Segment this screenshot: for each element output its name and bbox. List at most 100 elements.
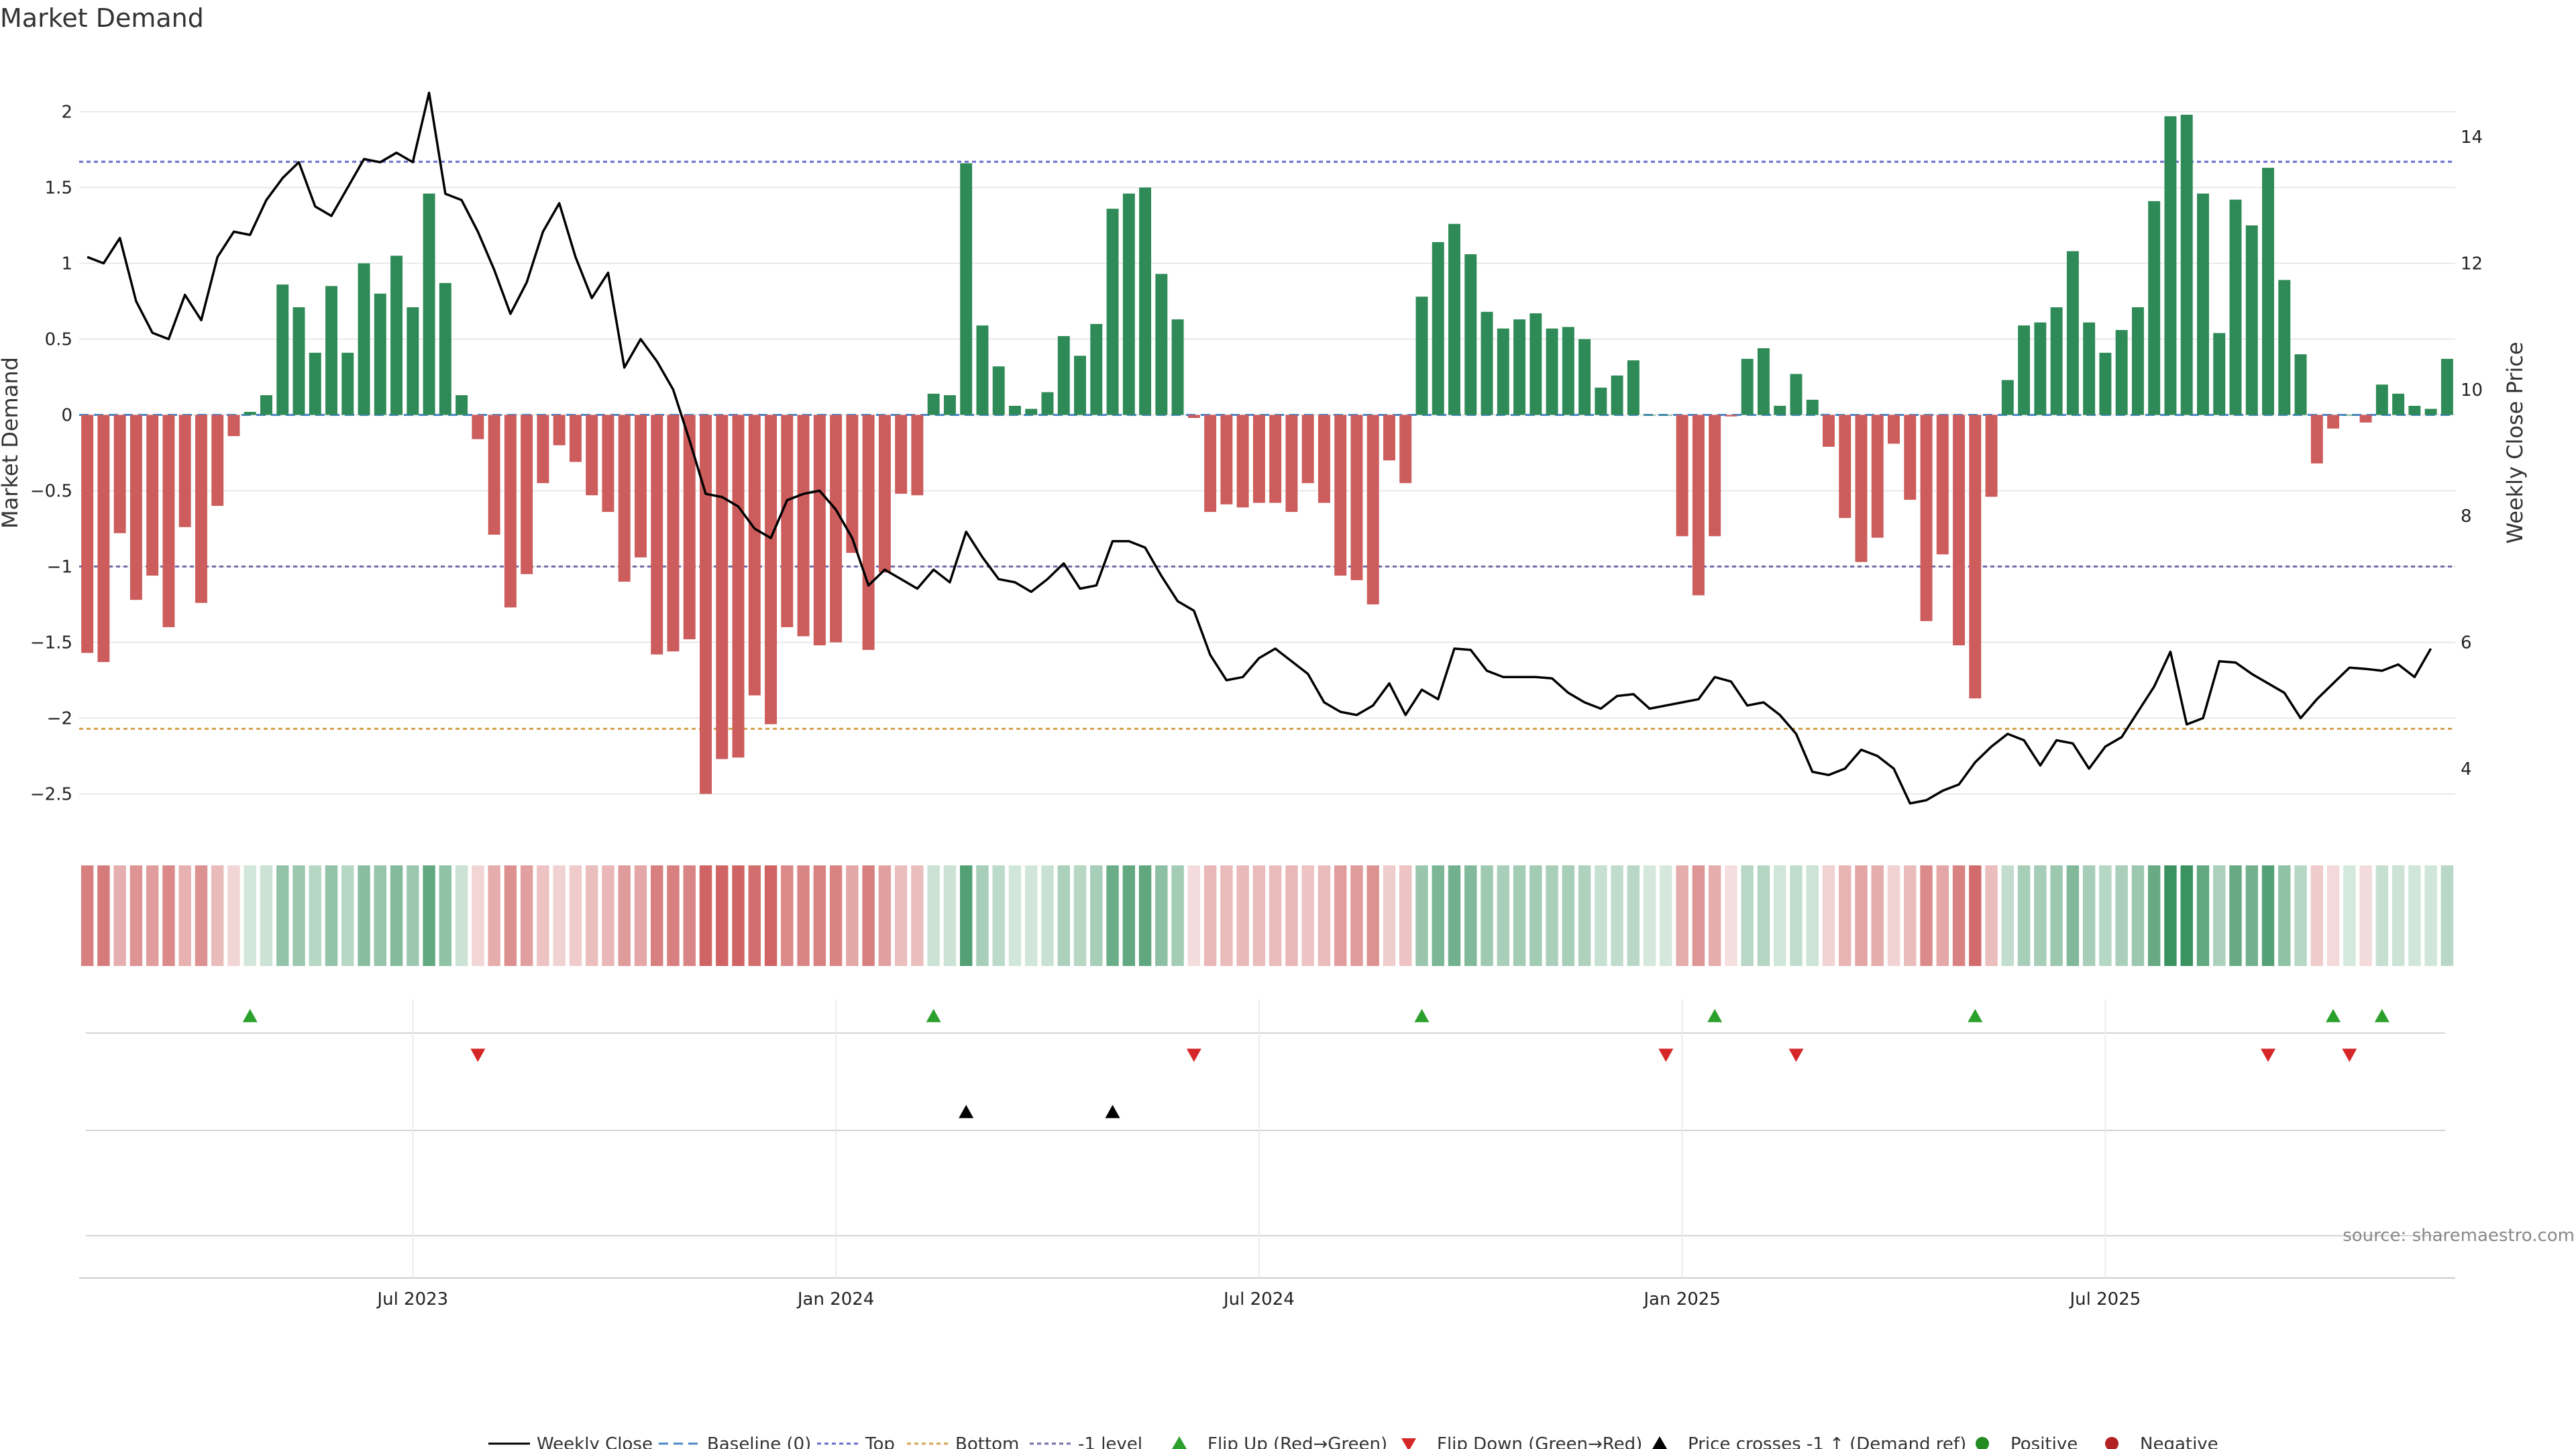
demand-bar bbox=[1106, 209, 1119, 415]
heat-cell bbox=[1985, 865, 1998, 966]
heat-cell bbox=[1366, 865, 1379, 966]
demand-bar bbox=[553, 415, 566, 445]
demand-bar bbox=[1139, 187, 1152, 415]
demand-bar bbox=[2050, 307, 2063, 415]
heat-cell bbox=[520, 865, 533, 966]
demand-bar bbox=[846, 415, 859, 553]
heat-cell bbox=[1676, 865, 1688, 966]
heat-cell bbox=[1904, 865, 1917, 966]
heat-cell bbox=[195, 865, 208, 966]
y-tick-label: 1 bbox=[61, 254, 72, 274]
demand-bar bbox=[113, 415, 126, 533]
heat-cell bbox=[129, 865, 143, 966]
demand-bar bbox=[927, 393, 940, 415]
demand-bar bbox=[1627, 360, 1640, 415]
heat-cell bbox=[2180, 865, 2193, 966]
demand-bar bbox=[813, 415, 826, 646]
x-tick-label: Jul 2024 bbox=[1222, 1289, 1295, 1309]
legend-label: Weekly Close bbox=[537, 1434, 653, 1449]
event-markers bbox=[79, 1009, 2455, 1279]
demand-bar bbox=[2099, 352, 2112, 415]
demand-bar bbox=[2034, 322, 2047, 415]
heat-cell bbox=[2034, 865, 2047, 966]
heat-cell bbox=[1529, 865, 1542, 966]
heat-cell bbox=[716, 865, 729, 966]
heat-cell bbox=[504, 865, 517, 966]
heat-cell bbox=[341, 865, 354, 966]
demand-bar bbox=[455, 395, 468, 415]
heat-cell bbox=[2408, 865, 2421, 966]
heat-cell bbox=[1187, 865, 1201, 966]
demand-bar bbox=[2262, 168, 2274, 415]
demand-bar bbox=[374, 293, 386, 415]
legend-label: Price crosses -1 ↑ (Demand ref) bbox=[1688, 1434, 1966, 1449]
heat-cell bbox=[634, 865, 647, 966]
heat-cell bbox=[1660, 865, 1672, 966]
heat-cell bbox=[2229, 865, 2242, 966]
demand-bar bbox=[309, 352, 321, 415]
demand-bar bbox=[1204, 415, 1217, 513]
heat-cell bbox=[1334, 865, 1347, 966]
heat-cell bbox=[1839, 865, 1851, 966]
flip-up-marker bbox=[2374, 1009, 2390, 1022]
demand-bar bbox=[683, 415, 696, 639]
heat-cell bbox=[2001, 865, 2015, 966]
x-axis-ticks: Jul 2023 Jan 2024 Jul 2024 Jan 2025 Jul 2025 bbox=[376, 1000, 2141, 1309]
demand-bar bbox=[227, 415, 240, 437]
heat-cell bbox=[1383, 865, 1396, 966]
demand-bar bbox=[1741, 358, 1754, 415]
flip-down-marker bbox=[1658, 1049, 1674, 1062]
demand-bar bbox=[862, 415, 875, 650]
demand-bar bbox=[244, 411, 256, 415]
demand-bar bbox=[748, 415, 761, 696]
heat-cell bbox=[2196, 865, 2210, 966]
heat-cell bbox=[1285, 865, 1298, 966]
demand-bar bbox=[1562, 327, 1574, 415]
heat-cell bbox=[260, 865, 273, 966]
demand-bar bbox=[2245, 225, 2258, 415]
heat-cell bbox=[1692, 865, 1705, 966]
demand-bar bbox=[2196, 193, 2209, 415]
x-tick-label: Jan 2025 bbox=[1642, 1289, 1721, 1309]
x-tick-label: Jul 2025 bbox=[2068, 1289, 2141, 1309]
demand-bar bbox=[1904, 415, 1917, 500]
demand-bar bbox=[211, 415, 224, 506]
demand-bar bbox=[2343, 415, 2356, 416]
heat-cell bbox=[976, 865, 989, 966]
demand-bar bbox=[878, 415, 891, 573]
y-tick-label: 0 bbox=[61, 406, 72, 426]
heat-cell bbox=[1122, 865, 1136, 966]
demand-bar bbox=[1497, 328, 1509, 415]
heat-cell bbox=[1627, 865, 1640, 966]
heat-cell bbox=[2375, 865, 2389, 966]
demand-bar bbox=[2148, 201, 2161, 415]
demand-bar bbox=[1074, 356, 1086, 415]
heat-cell bbox=[1855, 865, 1868, 966]
reference-lines bbox=[79, 160, 2455, 730]
heat-cell bbox=[748, 865, 761, 966]
heat-cell bbox=[1611, 865, 1623, 966]
demand-bar bbox=[1725, 415, 1737, 417]
heat-cell bbox=[618, 865, 631, 966]
demand-bar bbox=[651, 415, 663, 655]
legend-swatch bbox=[2105, 1437, 2118, 1449]
demand-bar bbox=[292, 307, 305, 415]
demand-bar bbox=[2229, 199, 2242, 415]
demand-bar bbox=[521, 415, 533, 574]
heat-cell bbox=[699, 865, 712, 966]
demand-bar bbox=[2180, 115, 2193, 415]
demand-bar bbox=[2424, 409, 2437, 415]
legend-swatch bbox=[1652, 1436, 1667, 1449]
demand-bar bbox=[1823, 415, 1835, 447]
legend-label: -1 level bbox=[1078, 1434, 1142, 1449]
heat-cell bbox=[1562, 865, 1575, 966]
flip-down-marker bbox=[2342, 1049, 2357, 1062]
demand-bar bbox=[895, 415, 908, 494]
legend-label: Top bbox=[865, 1434, 895, 1449]
demand-bar bbox=[1920, 415, 1933, 621]
heat-cell bbox=[1920, 865, 1933, 966]
demand-bar bbox=[1871, 415, 1884, 538]
heat-cell bbox=[2115, 865, 2128, 966]
heat-cell bbox=[1008, 865, 1022, 966]
demand-bar bbox=[911, 415, 924, 496]
